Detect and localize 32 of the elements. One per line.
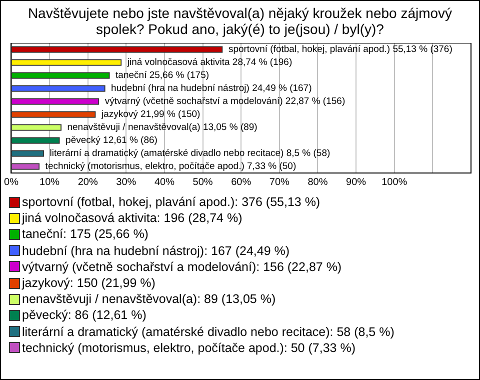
text: hudební (hra na hudební nástroj): 167 (24,49 %) <box>22 242 290 259</box>
text: nenavštěvuji / nenavštěvoval(a): 89 (13,05 %) <box>22 291 276 308</box>
x-tick-label: 10% <box>40 176 60 188</box>
category-label: hudební (hra na hudební nástroj) 24,49 % (167) <box>111 83 312 94</box>
category-label: sportovní (fotbal, hokej, plavání apod.) 55,13 % (376) <box>228 44 452 56</box>
text: jiná volnočasová aktivita: 196 (28,74 %) <box>22 210 242 226</box>
category-label: nenavštěvuji / nenavštěvoval(a) 13,05 % (89) <box>67 122 258 134</box>
chart-title: Navštěvujete nebo jste navštěvoval(a) nějaký kroužek nebo zájmový spolek? Pokud ano, jaký(é) to je(jsou) / byl(y)? <box>26 4 454 39</box>
text: sportovní (fotbal, hokej, plavání apod.): 376 (55,13 %) <box>22 194 320 210</box>
text: technický (motorismus, elektro, počítače apod.): 50 (7,33 %) <box>22 340 356 356</box>
x-tick-label: 30% <box>116 176 136 188</box>
text: výtvarný (včetně sochařství a modelování): 156 (22,87 %) <box>22 258 342 276</box>
category-label: taneční 25,66 % (175) <box>116 70 210 82</box>
category-label: výtvarný (včetně sochařství a modelování) 22,87 % (156) <box>104 96 346 108</box>
x-tick-label: 90% <box>346 176 366 188</box>
category-label: literární a dramatický (amatérské divadlo nebo recitace) 8,5 % (58) <box>50 148 330 160</box>
x-tick-label: 40% <box>154 176 175 188</box>
category-label: technický (motorismus, elektro, počítače apod.) 7,33 % (50) <box>45 161 296 172</box>
text: jazykový: 150 (21,99 %) <box>22 275 156 292</box>
x-tick-label: 80% <box>308 176 328 188</box>
x-tick-label: 60% <box>231 176 252 188</box>
x-tick-label: 20% <box>78 176 98 188</box>
text: literární a dramatický (amatérské divadlo nebo recitace): 58 (8,5 %) <box>22 324 394 340</box>
x-tick-label: 100% <box>382 176 408 188</box>
text: taneční: 175 (25,66 %) <box>22 226 148 243</box>
x-tick-label: 50% <box>192 176 213 188</box>
category-label: jazykový 21,99 % (150) <box>101 109 200 120</box>
x-tick-label: 70% <box>269 176 290 188</box>
category-label: pěvecký 12,61 % (86) <box>66 135 158 146</box>
category-label: jiná volnočasová aktivita 28,74 % (196) <box>127 57 292 68</box>
x-tick-label: 0% <box>4 176 19 188</box>
text: pěvecký: 86 (12,61 %) <box>22 307 146 324</box>
